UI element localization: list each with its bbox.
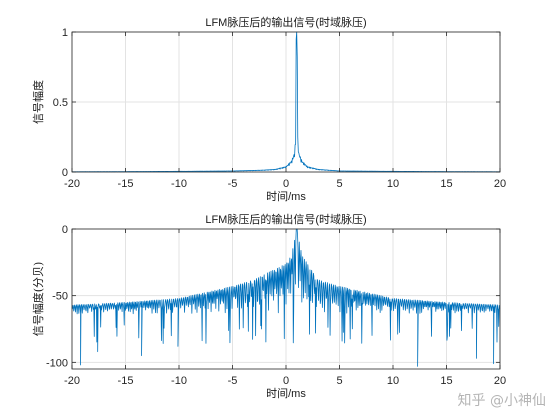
chart1-x-tick-label: 10 xyxy=(387,178,399,190)
chart2-y-tick-label: -50 xyxy=(52,291,68,303)
chart1-title: LFM脉压后的输出信号(时域脉压) xyxy=(205,15,366,29)
chart2-series-line-0 xyxy=(71,228,501,367)
chart1-x-tick-label: 15 xyxy=(440,178,452,190)
watermark: 知乎 @小神仙 xyxy=(457,393,546,409)
chart2-title: LFM脉压后的输出信号(时域脉压) xyxy=(205,212,366,226)
chart2-x-tick-label: 20 xyxy=(494,375,506,387)
chart2-x-axis-label: 时间/ms xyxy=(266,387,306,400)
chart2-x-tick-label: 15 xyxy=(440,375,452,387)
chart2-x-tick-label: -10 xyxy=(171,375,187,387)
chart1-x-tick-label: 5 xyxy=(336,178,342,190)
chart2-x-tick-label: -15 xyxy=(118,375,134,387)
chart1-x-tick-label: 20 xyxy=(494,178,506,190)
chart1-x-axis-label: 时间/ms xyxy=(266,190,306,203)
chart2-x-tick-label: -5 xyxy=(228,375,238,387)
chart2-x-tick-label: -20 xyxy=(64,375,80,387)
chart2-y-axis-label: 信号幅度(分贝) xyxy=(31,262,45,337)
chart1-x-tick-label: 0 xyxy=(283,178,289,190)
chart1-x-tick-label: -15 xyxy=(118,178,134,190)
chart2-y-tick-label: -100 xyxy=(46,357,68,369)
chart1-x-tick-label: -20 xyxy=(64,178,80,190)
chart1-x-tick-label: -10 xyxy=(171,178,187,190)
chart1-y-tick-label: 0.5 xyxy=(53,97,68,109)
chart2-x-tick-label: 0 xyxy=(283,375,289,387)
chart1-y-axis-label: 信号幅度 xyxy=(31,80,45,124)
chart2-x-tick-label: 10 xyxy=(387,375,399,387)
chart1-y-tick-label: 0 xyxy=(62,167,68,179)
chart1-series-line-0 xyxy=(71,31,501,173)
chart2-y-tick-label: 0 xyxy=(62,224,68,236)
chart1-y-tick-label: 1 xyxy=(62,27,68,39)
chart1-x-tick-label: -5 xyxy=(228,178,238,190)
chart2-x-tick-label: 5 xyxy=(336,375,342,387)
